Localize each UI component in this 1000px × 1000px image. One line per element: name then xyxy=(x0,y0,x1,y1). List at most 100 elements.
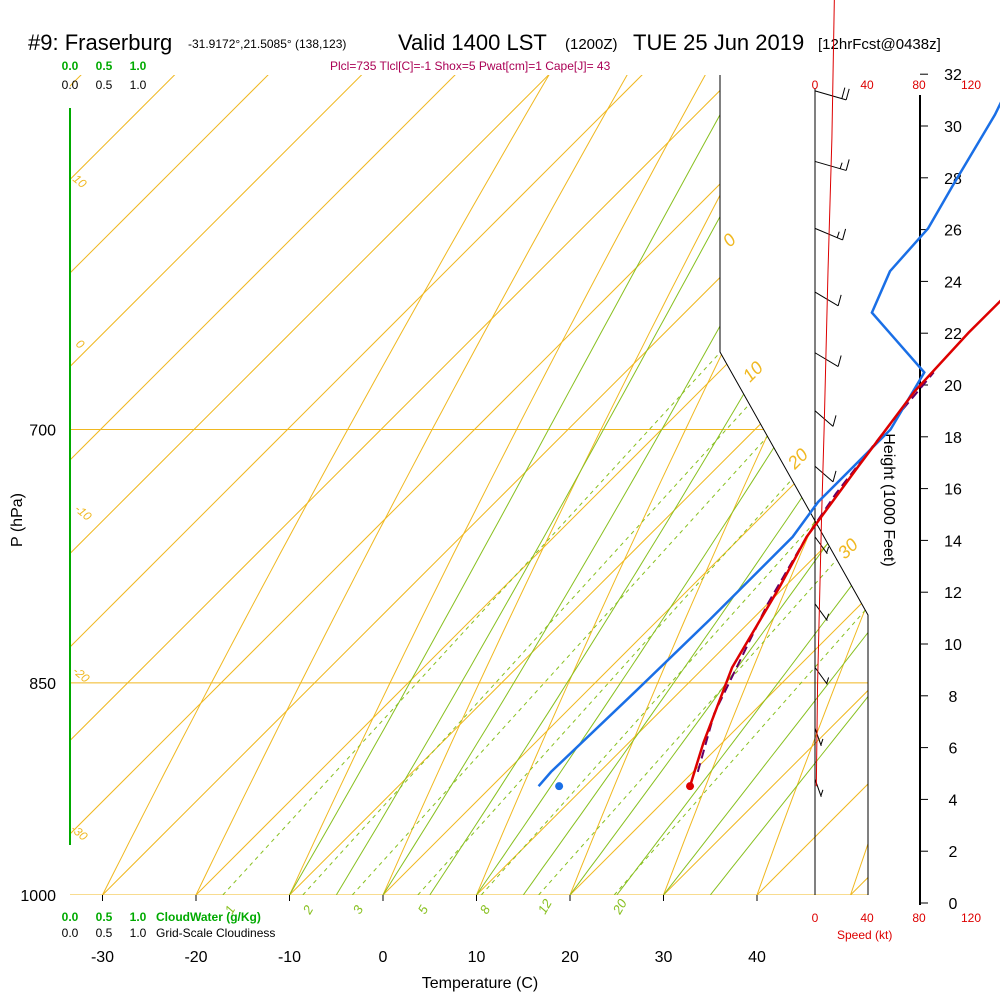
mixing-ratio-line xyxy=(480,228,868,895)
cloud-top-tick-green: 0.5 xyxy=(96,59,113,73)
dry-adiabat-line xyxy=(476,75,868,895)
moist-adiabat-line xyxy=(429,75,868,895)
isotherm-label: 20 xyxy=(783,445,812,474)
cloud-bottom-tick: 0.0 xyxy=(62,926,79,940)
series-dewpoint-line xyxy=(537,101,1000,788)
temperature-tick-label: -30 xyxy=(91,949,114,966)
isotherm-line xyxy=(70,75,868,895)
plot-frame xyxy=(719,75,869,895)
chart-title-coords: -31.9172°,21.5085° (138,123) xyxy=(188,37,346,51)
cloud-bottom-tick: 0.5 xyxy=(96,926,113,940)
wind-barb-staff xyxy=(814,728,822,747)
height-tick-label: 16 xyxy=(944,482,962,499)
height-tick-label: 28 xyxy=(944,171,962,188)
wind-barb-half-flag xyxy=(836,231,840,238)
isotherm-label: 30 xyxy=(834,535,862,563)
series-speed-line xyxy=(815,0,835,787)
temperature-axis-label: Temperature (C) xyxy=(422,975,538,992)
isotherm-line xyxy=(70,75,868,895)
wind-barb-flag xyxy=(845,88,850,101)
mixing-ratio-line xyxy=(222,228,835,895)
surface-dewpoint-point xyxy=(555,782,564,791)
wind-barb-flag xyxy=(832,470,837,483)
wind-barb-staff xyxy=(814,465,834,483)
mixing-ratio-label: 2 xyxy=(299,902,316,917)
wind-barb-half-flag xyxy=(820,738,824,746)
temperature-tick-label: 30 xyxy=(655,949,673,966)
height-tick-label: 4 xyxy=(949,792,958,809)
mixing-ratio-line xyxy=(351,228,868,895)
temperature-axis: -30 -20 -10 0 10 20 30 40 xyxy=(91,895,766,966)
wind-barb xyxy=(814,159,850,171)
speed-bottom-tick: 0 xyxy=(812,911,819,925)
isotherm-line xyxy=(70,75,868,895)
theta-label: -10 xyxy=(72,502,95,524)
pressure-axis: 2503004005007008501000 xyxy=(20,0,56,905)
height-tick-label: 26 xyxy=(944,223,962,240)
speed-bottom-tick: 120 xyxy=(961,911,981,925)
moist-adiabat-line xyxy=(709,75,868,895)
speed-top-tick: 40 xyxy=(860,78,874,92)
isotherm-line xyxy=(70,75,868,895)
wind-barb-staff xyxy=(814,291,839,307)
height-tick-label: 6 xyxy=(949,741,958,758)
series-parcel-line xyxy=(696,371,935,773)
moist-adiabat-line xyxy=(616,75,868,895)
temperature-tick-label: 20 xyxy=(561,949,579,966)
wind-barb-staff xyxy=(814,90,847,101)
mixing-ratio-line xyxy=(302,228,868,895)
height-tick-label: 24 xyxy=(944,274,962,291)
wind-barbs xyxy=(814,87,850,797)
isotherm-line xyxy=(382,75,868,895)
speed-bottom-tick: 80 xyxy=(912,911,926,925)
temperature-tick-label: -20 xyxy=(184,949,207,966)
theta-label: 0 xyxy=(73,337,87,352)
mixing-ratio-label: 20 xyxy=(609,896,630,918)
height-tick-label: 0 xyxy=(949,896,958,913)
height-tick-label: 12 xyxy=(944,585,962,602)
thermo-grid xyxy=(70,75,868,895)
cloud-water-scale: 0.0 0.0 0.5 0.5 1.0 1.0 0.0 0.0 0.5 0.5 1.0 1.0 xyxy=(62,59,147,940)
dry-adiabat-line xyxy=(195,75,868,895)
cloud-bottom-tick-green: 0.5 xyxy=(96,910,113,924)
theta-label: -30 xyxy=(68,822,91,844)
speed-axis-label: Speed (kt) xyxy=(837,928,892,942)
wind-barb xyxy=(814,291,842,307)
surface-temperature-point xyxy=(686,782,695,791)
wind-barb xyxy=(814,410,837,427)
chart-title-station: #9: Fraserburg xyxy=(28,30,172,55)
speed-bottom-tick: 40 xyxy=(860,911,874,925)
isotherm-line xyxy=(569,75,868,895)
height-axis-label: Height (1000 Feet) xyxy=(880,433,897,566)
dry-adiabat-line xyxy=(756,75,868,895)
wind-barb xyxy=(814,667,830,685)
series-temperature-line xyxy=(688,299,1000,787)
temperature-tick-label: -10 xyxy=(278,949,301,966)
moist-adiabat-line xyxy=(289,75,868,895)
wind-barb-flag xyxy=(845,159,850,171)
isotherm-line xyxy=(70,75,868,895)
chart-title-zulu: (1200Z) xyxy=(565,36,618,53)
height-tick-label: 30 xyxy=(944,119,962,136)
mixing-ratio-line xyxy=(417,228,868,895)
moist-adiabat-line xyxy=(335,75,868,895)
height-tick-label: 10 xyxy=(944,637,962,654)
cloud-bottom-tick-green: 0.0 xyxy=(62,910,79,924)
cloudiness-label: Grid-Scale Cloudiness xyxy=(156,926,275,940)
isotherm-line xyxy=(70,75,868,895)
dry-adiabat-line xyxy=(289,75,868,895)
cloud-top-tick-green: 1.0 xyxy=(130,59,147,73)
isotherm-line xyxy=(102,75,868,895)
height-tick-label: 22 xyxy=(944,326,962,343)
wind-barb xyxy=(814,728,824,747)
cloud-bottom-tick: 1.0 xyxy=(130,926,147,940)
speed-top-tick: 120 xyxy=(961,78,981,92)
wind-barb-flag xyxy=(837,294,842,306)
indices-line: Plcl=735 Tlcl[C]=-1 Shox=5 Pwat[cm]=1 Ca… xyxy=(330,59,611,73)
pressure-tick-label: 700 xyxy=(29,423,56,440)
pressure-tick-label: 1000 xyxy=(20,888,56,905)
height-tick-label: 8 xyxy=(949,689,958,706)
isotherm-line xyxy=(476,75,868,895)
wind-barb-staff xyxy=(814,603,828,622)
